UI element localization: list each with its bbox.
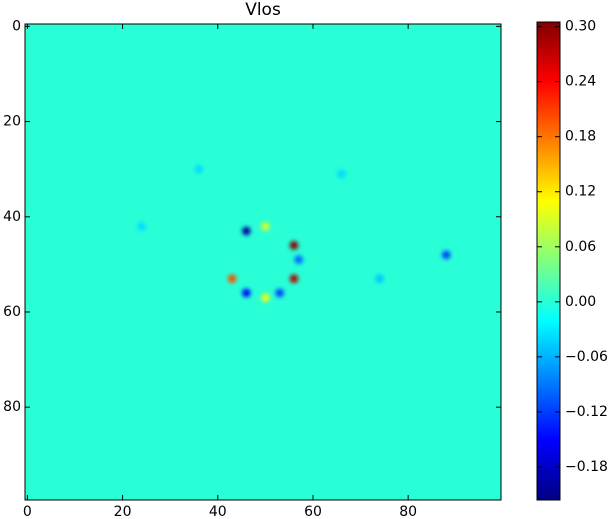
- colorbar-tick-label: 0.12: [565, 184, 596, 200]
- x-tick-label: 40: [209, 504, 227, 519]
- colorbar-tick-label: 0.06: [565, 239, 596, 255]
- colorbar-tick-label: −0.06: [565, 349, 608, 365]
- heatmap-spot: [375, 274, 384, 283]
- heatmap-spot: [242, 226, 251, 236]
- heatmap-spot: [337, 169, 346, 179]
- heatmap-spot: [227, 274, 237, 283]
- x-tick-label: 80: [399, 504, 417, 519]
- heatmap-spot: [194, 164, 204, 174]
- heatmap-spots: [137, 164, 451, 302]
- colorbar-tick-label: 0.18: [565, 129, 596, 145]
- colorbar-tick-label: 0.24: [565, 74, 596, 90]
- plot-frame: [24, 23, 502, 501]
- heatmap-spot: [289, 274, 299, 283]
- heatmap-spot: [294, 255, 303, 264]
- y-tick-label: 0: [12, 18, 21, 34]
- heatmap-spot: [242, 288, 251, 298]
- colorbar-tick-label: −0.18: [565, 459, 608, 475]
- y-tick-label: 60: [3, 304, 21, 320]
- colorbar-tick-label: 0.30: [565, 19, 596, 35]
- colorbar-tick-label: 0.00: [565, 294, 596, 310]
- heatmap-spot: [289, 241, 299, 250]
- colorbar-tick-label: −0.12: [565, 404, 608, 420]
- heatmap-spot: [137, 222, 146, 231]
- colorbar: [536, 21, 561, 501]
- x-tick-label: 20: [114, 504, 132, 519]
- y-tick-label: 20: [3, 114, 21, 130]
- y-tick-label: 40: [3, 209, 21, 225]
- x-tick-label: 60: [304, 504, 322, 519]
- heatmap-spot: [441, 250, 451, 260]
- heatmap-spot: [261, 293, 270, 302]
- heatmap-background: [25, 24, 501, 500]
- heatmap-spot: [275, 288, 284, 298]
- y-tick-label: 80: [3, 399, 21, 415]
- heatmap-spot: [261, 222, 270, 231]
- chart-title: Vlos: [245, 0, 281, 20]
- x-tick-label: 0: [23, 504, 32, 519]
